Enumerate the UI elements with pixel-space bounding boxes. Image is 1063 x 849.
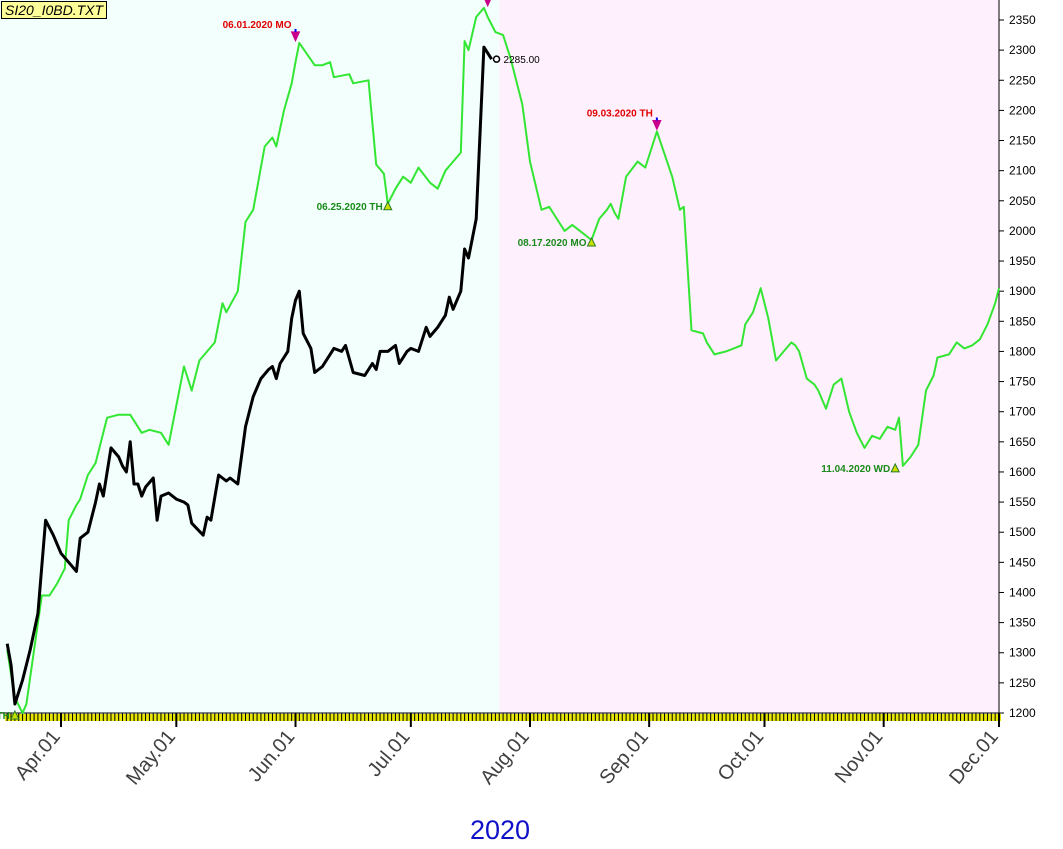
- y-tick-label: 2050: [1009, 194, 1036, 208]
- x-tick-label: Sep.01: [595, 726, 653, 789]
- x-tick-label: Oct.01: [714, 726, 769, 785]
- y-tick-label: 1500: [1009, 525, 1036, 539]
- y-tick-label: 1350: [1009, 616, 1036, 630]
- y-tick-label: 1200: [1009, 706, 1036, 720]
- y-tick-label: 1250: [1009, 676, 1036, 690]
- y-tick-label: 1750: [1009, 375, 1036, 389]
- low-marker: [382, 200, 393, 211]
- y-tick-label: 1300: [1009, 646, 1036, 660]
- y-tick-label: 1900: [1009, 284, 1036, 298]
- y-tick-label: 2250: [1009, 73, 1036, 87]
- low-marker: [890, 462, 901, 473]
- high-marker: [484, 0, 491, 8]
- x-tick-label: Nov.01: [831, 726, 888, 788]
- x-tick-label: Apr.01: [11, 726, 65, 784]
- y-tick-label: 1650: [1009, 435, 1036, 449]
- y-tick-label: 1800: [1009, 344, 1036, 358]
- y-tick-label: 1600: [1009, 465, 1036, 479]
- y-tick-label: 1850: [1009, 314, 1036, 328]
- x-tick-label: Dec.01: [945, 726, 1003, 789]
- y-tick-label: 2350: [1009, 13, 1036, 27]
- low-annotation: 11.04.2020 WD: [821, 464, 890, 475]
- y-tick-label: 2150: [1009, 134, 1036, 148]
- y-tick-label: 2300: [1009, 43, 1036, 57]
- x-tick-label: Aug.01: [476, 726, 534, 789]
- low-annotation: 06.25.2020 TH: [317, 202, 383, 213]
- y-tick-label: 1550: [1009, 495, 1036, 509]
- y-tick-label: 2000: [1009, 224, 1036, 238]
- x-tick-label: May.01: [122, 726, 180, 789]
- green-series-line: [6, 6, 1000, 714]
- y-tick-label: 2200: [1009, 103, 1036, 117]
- y-tick-label: 1400: [1009, 585, 1036, 599]
- y-tick-label: 1700: [1009, 405, 1036, 419]
- y-tick-label: 2100: [1009, 164, 1036, 178]
- black-series-line: [5, 45, 493, 706]
- x-tick-label: Jun.01: [244, 726, 299, 786]
- y-tick-label: 1950: [1009, 254, 1036, 268]
- low-annotation: TH: [0, 711, 10, 722]
- last-value-marker: [492, 55, 501, 63]
- last-value-label: 2285.00: [504, 55, 541, 66]
- year-label: 2020: [469, 815, 531, 845]
- low-annotation: 08.17.2020 MO: [518, 238, 587, 249]
- file-name-label: SI20_I0BD.TXT: [1, 1, 108, 19]
- low-marker: [586, 236, 597, 247]
- low-marker: [10, 709, 20, 720]
- y-tick-label: 1450: [1009, 555, 1036, 569]
- background-past: [0, 0, 500, 713]
- x-tick-label: Jul.01: [363, 726, 414, 781]
- high-annotation: 09.03.2020 TH: [587, 108, 653, 119]
- high-annotation: 06.01.2020 MO: [223, 20, 292, 31]
- background-future: [499, 0, 999, 713]
